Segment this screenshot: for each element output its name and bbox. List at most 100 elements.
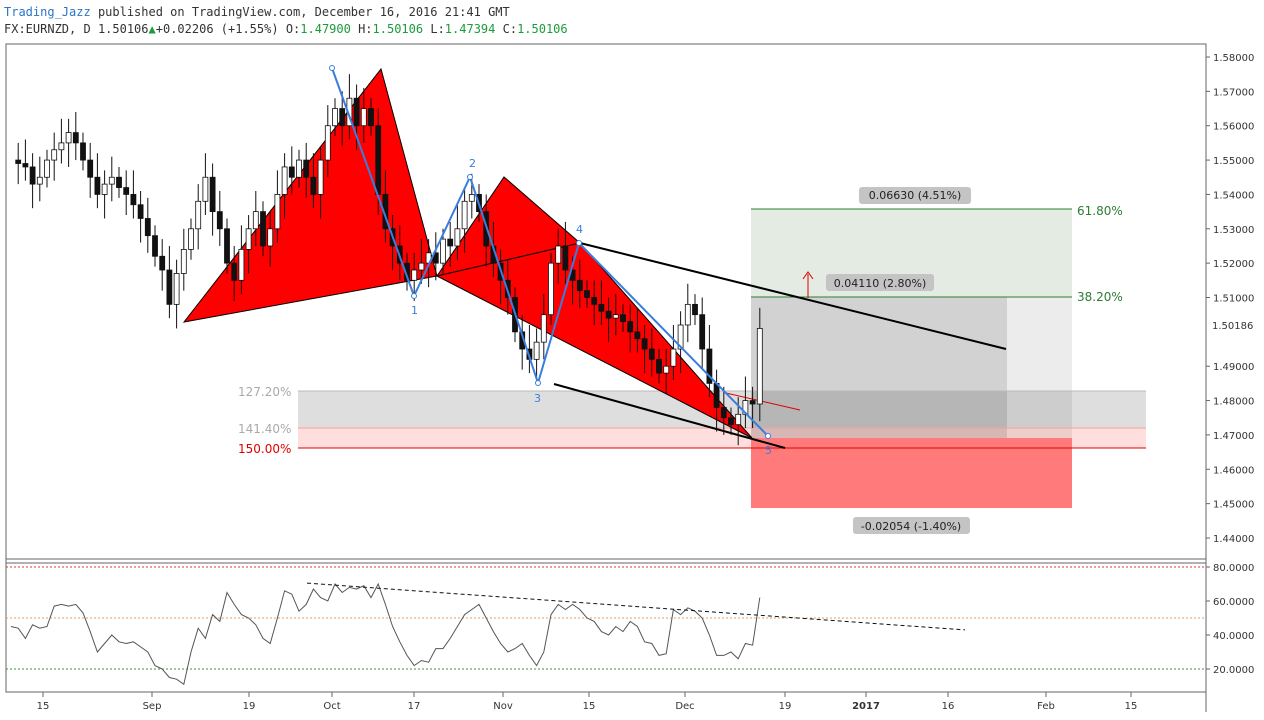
chart-header: Trading_Jazz published on TradingView.co… <box>4 4 568 38</box>
candle <box>555 228 562 284</box>
candle <box>22 139 29 181</box>
price-axis[interactable]: 1.58000 1.57000 1.56000 1.55000 1.54000 1.530… <box>1206 53 1254 545</box>
fib-label-127: 127.20% <box>238 385 291 399</box>
symbol-label: FX:EURNZD, D <box>4 22 91 36</box>
osc-tick-label: 80.0000 <box>1213 563 1254 574</box>
candle <box>533 328 540 384</box>
candle <box>454 204 461 260</box>
price-change-pct: (+1.55%) <box>220 22 279 36</box>
price-tick-label: 1.51000 <box>1213 294 1254 305</box>
candle <box>152 225 158 267</box>
header-line-1: Trading_Jazz published on TradingView.co… <box>4 4 568 21</box>
current-price-badge <box>1207 318 1264 332</box>
candle <box>310 153 317 209</box>
candle <box>173 259 180 329</box>
wave-label-4: 4 <box>576 223 583 236</box>
candle <box>699 297 706 370</box>
price-tick-label: 1.46000 <box>1213 465 1254 476</box>
candle <box>540 294 547 360</box>
target-label-38: 38.20% <box>1077 290 1123 304</box>
candle <box>418 239 425 284</box>
candle <box>296 149 302 188</box>
harmonic-points <box>329 65 771 439</box>
open-value: 1.47900 <box>300 22 351 36</box>
price-tick-label: 1.54000 <box>1213 190 1254 201</box>
candle <box>209 163 216 236</box>
breakout-line <box>725 392 801 411</box>
candle <box>36 156 43 202</box>
candle <box>605 297 612 343</box>
candle <box>144 197 151 253</box>
wedge-upper-line <box>579 242 1007 350</box>
pattern-triangle-xab <box>182 67 438 323</box>
up-arrow-icon: ▲ <box>148 22 156 36</box>
candle <box>411 252 418 301</box>
price-tick-label: 1.48000 <box>1213 397 1254 408</box>
target-label-61: 61.80% <box>1077 204 1123 218</box>
candle <box>224 218 230 274</box>
price-tick-label: 1.56000 <box>1213 122 1254 133</box>
time-tick-label: Oct <box>323 701 340 712</box>
open-label: O: <box>285 22 301 36</box>
time-tick-label: 15 <box>583 701 596 712</box>
time-tick-label: 19 <box>243 701 256 712</box>
candle <box>116 166 122 198</box>
candle <box>195 184 202 250</box>
candle <box>720 386 727 435</box>
wave-point-2 <box>467 174 473 180</box>
time-tick-label: Feb <box>1037 701 1055 712</box>
candle <box>288 146 295 195</box>
candle <box>58 118 65 164</box>
time-tick-label: 16 <box>942 701 955 712</box>
candle <box>44 149 50 188</box>
candle <box>656 349 662 384</box>
candle <box>706 324 713 398</box>
time-tick-label: 15 <box>1125 701 1138 712</box>
high-label: H: <box>358 22 373 36</box>
candle <box>684 283 691 343</box>
measure-label-target-1: 0.04110 (2.80%) <box>834 277 927 290</box>
candle <box>238 225 245 295</box>
wave-point-3 <box>535 380 541 386</box>
time-tick-label: Sep <box>143 701 162 712</box>
candle <box>584 280 590 308</box>
close-label: C: <box>502 22 518 36</box>
published-text: published on TradingView.com, December 1… <box>97 5 510 19</box>
candle <box>677 311 684 374</box>
time-tick-label: 2017 <box>852 701 880 712</box>
time-tick-label: Nov <box>493 701 513 712</box>
current-price-label: 1.50186 <box>1212 321 1253 332</box>
candle <box>231 245 238 301</box>
low-label: L: <box>430 22 445 36</box>
candle <box>648 328 655 377</box>
stop-zone <box>751 438 1072 508</box>
author-link[interactable]: Trading_Jazz <box>4 5 91 19</box>
candle <box>620 304 626 332</box>
pattern-triangle-xad <box>435 242 753 439</box>
candles <box>15 74 763 446</box>
time-tick-label: 15 <box>37 701 50 712</box>
osc-tick-label: 20.0000 <box>1213 665 1254 676</box>
candle <box>15 142 22 185</box>
price-change: +0.02206 <box>155 22 214 36</box>
wave-label-3: 3 <box>534 392 541 405</box>
candle <box>728 407 734 435</box>
candle <box>216 190 223 246</box>
wave-label-2: 2 <box>469 157 476 170</box>
candle <box>612 294 619 336</box>
candle <box>692 294 698 325</box>
measure-box-target-1 <box>826 274 934 291</box>
high-value: 1.50106 <box>372 22 424 36</box>
candle <box>598 280 605 325</box>
price-tick-label: 1.45000 <box>1213 500 1254 511</box>
candle <box>166 245 173 319</box>
time-tick-label: Dec <box>675 701 694 712</box>
time-axis[interactable]: 15 Sep 19 Oct 17 Nov 15 Dec 19 2017 16 Feb 15 <box>37 692 1138 712</box>
oscillator-axis: 80.0000 60.0000 40.0000 20.0000 <box>1206 563 1254 676</box>
last-price: 1.50106 <box>97 22 149 36</box>
target-1-zone-ext <box>1007 297 1072 438</box>
target-1-zone <box>751 297 1007 438</box>
candle <box>548 252 554 325</box>
candle <box>101 170 108 219</box>
